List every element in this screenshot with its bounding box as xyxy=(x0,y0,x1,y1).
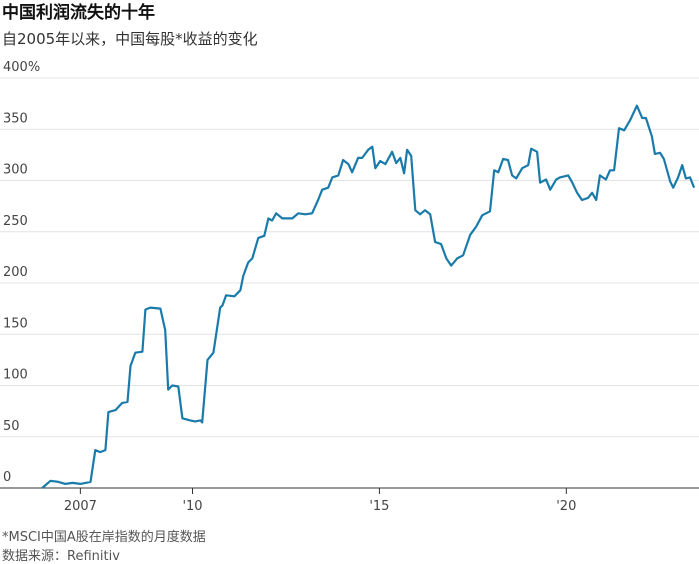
y-tick-label: 300 xyxy=(3,163,28,178)
footnote: *MSCI中国A股在岸指数的月度数据 xyxy=(2,529,206,545)
y-tick-label: 350 xyxy=(3,111,28,126)
y-tick-label: 150 xyxy=(3,316,28,331)
x-tick-label: '15 xyxy=(369,499,389,514)
line-series xyxy=(41,104,696,489)
source: 数据来源：Refinitiv xyxy=(2,549,120,564)
x-tick-label: 2007 xyxy=(64,499,97,514)
y-tick-label: 200 xyxy=(3,265,28,280)
y-tick-label: 50 xyxy=(3,419,20,434)
x-tick-label: '10 xyxy=(182,499,202,514)
chart-subtitle: 自2005年以来，中国每股*收益的变化 xyxy=(2,30,258,48)
y-tick-label: 100 xyxy=(3,368,28,383)
chart-title: 中国利润流失的十年 xyxy=(2,2,155,23)
x-tick-label: '20 xyxy=(556,499,576,514)
y-tick-label: 400% xyxy=(3,60,40,75)
y-tick-label: 0 xyxy=(3,470,11,485)
y-tick-label: 250 xyxy=(3,214,28,229)
